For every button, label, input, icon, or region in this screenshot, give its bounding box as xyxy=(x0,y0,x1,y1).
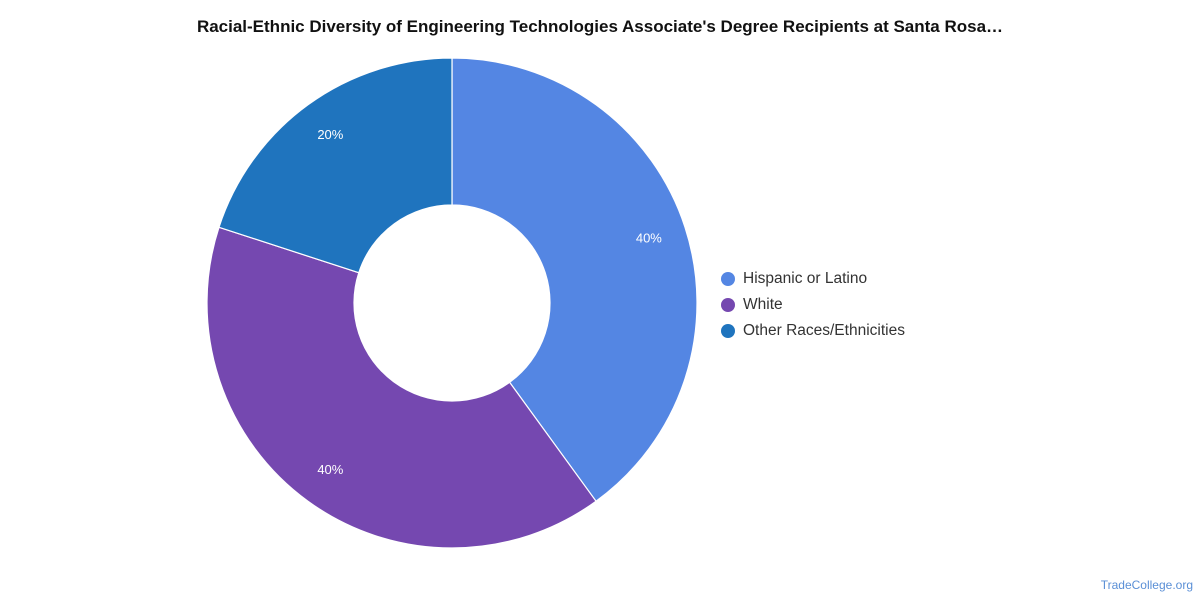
slice-other-races-ethnicities[interactable] xyxy=(218,57,453,274)
slice-white[interactable] xyxy=(206,226,597,549)
legend-swatch-other-races-ethnicities xyxy=(721,324,735,338)
chart-title: Racial-Ethnic Diversity of Engineering T… xyxy=(196,17,1004,36)
legend-item-white[interactable]: White xyxy=(721,292,905,318)
legend-label-other-races-ethnicities: Other Races/Ethnicities xyxy=(743,322,905,339)
slice-hispanic-or-latino[interactable] xyxy=(451,57,698,503)
legend-item-other-races-ethnicities[interactable]: Other Races/Ethnicities xyxy=(721,318,905,344)
source-link[interactable]: TradeCollege.org xyxy=(1100,578,1193,592)
slice-label-hispanic-or-latino: 40% xyxy=(636,230,662,245)
legend-label-white: White xyxy=(743,296,783,313)
legend-swatch-white xyxy=(721,298,735,312)
legend: Hispanic or Latino White Other Races/Eth… xyxy=(721,266,905,344)
legend-item-hispanic-or-latino[interactable]: Hispanic or Latino xyxy=(721,266,905,292)
slice-label-white: 40% xyxy=(317,462,343,477)
slice-label-other-races-ethnicities: 20% xyxy=(317,127,343,142)
legend-label-hispanic-or-latino: Hispanic or Latino xyxy=(743,270,868,287)
legend-swatch-hispanic-or-latino xyxy=(721,272,735,286)
